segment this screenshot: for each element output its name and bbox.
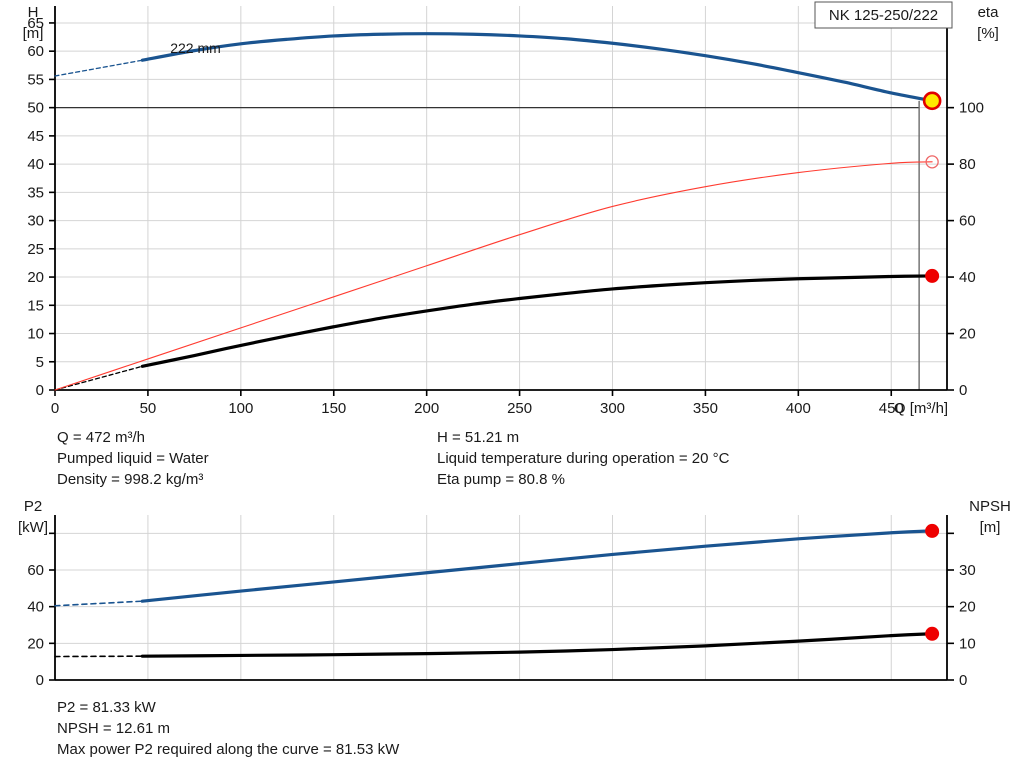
y-tick-label-left: 25: [27, 241, 44, 258]
duty-point-marker[interactable]: [922, 91, 942, 111]
y-tick-label-left: 40: [27, 156, 44, 173]
y-tick-label-left: 5: [36, 354, 44, 371]
x-tick-label: 400: [786, 400, 811, 417]
y-tick-label-left: 0: [36, 382, 44, 399]
info-p2: P2 = 81.33 kW: [57, 699, 156, 716]
y-tick-label-right: 20: [959, 599, 976, 616]
labels: 0 5 10 15 20 25 30 35 40 45 50 55 60 65 0 20 40 60 80 100 0 5…: [23, 1, 1000, 417]
y-tick-label-left: 45: [27, 128, 44, 145]
y-tick-label-right: 30: [959, 562, 976, 579]
y-tick-label-left: 20: [27, 269, 44, 286]
power-info: P2 = 81.33 kW NPSH = 12.61 m Max power P…: [57, 697, 399, 760]
legend-box: [814, 1, 953, 29]
info-pumped-liquid: Pumped liquid = Water: [57, 450, 209, 467]
labels: 0 20 40 60 0 10 20 30 P2 [kW] NPSH [m]: [18, 498, 1011, 689]
endpoint-marker[interactable]: [925, 626, 940, 641]
y-tick-label-left: 0: [36, 672, 44, 689]
x-tick-label: 300: [600, 400, 625, 417]
eta-duty-point-marker[interactable]: [925, 155, 939, 169]
y-tick-label-right: 100: [959, 100, 984, 117]
y-tick-label-left: 40: [27, 599, 44, 616]
curve-path: [54, 59, 143, 77]
y-tick-label-right: 0: [959, 382, 967, 399]
x-tick-label: 150: [321, 400, 346, 417]
y-tick-label-left: 60: [27, 43, 44, 60]
y-tick-label-right: 20: [959, 326, 976, 343]
pump-model-label: NK 125-250/222: [829, 7, 938, 24]
curve-path: [140, 632, 934, 658]
curve-path: [140, 32, 934, 103]
operating-info-right: H = 51.21 m Liquid temperature during op…: [437, 427, 729, 490]
operating-info-left: Q = 472 m³/h Pumped liquid = Water Densi…: [57, 427, 209, 490]
y-tick-label-left: 10: [27, 326, 44, 343]
curve-path: [54, 365, 143, 391]
x-tick-label: 250: [507, 400, 532, 417]
curve-path: [140, 274, 934, 368]
y-axis-title-power: P2: [24, 498, 42, 515]
x-tick-label: 100: [228, 400, 253, 417]
x-axis-title: Q [m³/h]: [894, 400, 948, 417]
y-axis-unit-head: [m]: [23, 25, 44, 42]
head-efficiency-chart: 0 5 10 15 20 25 30 35 40 45 50 55 60 65 0 20 40 60 80 100 0 5…: [23, 1, 1000, 417]
info-flow: Q = 472 m³/h: [57, 429, 145, 446]
x-tick-label: 350: [693, 400, 718, 417]
axes: [49, 6, 954, 396]
y-tick-label-left: 15: [27, 297, 44, 314]
curve-path: [140, 529, 934, 603]
curves: [54, 529, 934, 658]
y-axis-title-npsh: NPSH: [969, 498, 1011, 515]
y-tick-label-right: 0: [959, 672, 967, 689]
y-tick-label-right: 10: [959, 635, 976, 652]
y-tick-label-left: 60: [27, 562, 44, 579]
y-tick-label-left: 35: [27, 184, 44, 201]
y-axis-title-head: H: [28, 4, 39, 21]
info-npsh: NPSH = 12.61 m: [57, 720, 170, 737]
y-axis-unit-power: [kW]: [18, 519, 48, 536]
markers: [925, 523, 940, 641]
y-tick-label-right: 80: [959, 156, 976, 173]
info-head: H = 51.21 m: [437, 429, 520, 446]
y-axis-unit-npsh: [m]: [980, 519, 1001, 536]
x-tick-label: 200: [414, 400, 439, 417]
curve-path: [54, 161, 933, 391]
y-tick-label-left: 30: [27, 213, 44, 230]
markers: [922, 91, 942, 283]
info-temperature: Liquid temperature during operation = 20…: [437, 450, 730, 467]
y-tick-label-left: 50: [27, 100, 44, 117]
grid-lines: [55, 6, 947, 391]
curves: [54, 32, 934, 391]
x-tick-label: 450: [879, 400, 904, 417]
y-tick-label-right: 40: [959, 269, 976, 286]
y-axis-title-eta: eta: [978, 4, 1000, 21]
axes: [49, 515, 954, 681]
power-npsh-chart: 0 20 40 60 0 10 20 30 P2 [kW] NPSH [m]: [0, 495, 1024, 695]
y-tick-label-left: 55: [27, 71, 44, 88]
impeller-size-label: 222 mm: [170, 40, 221, 56]
y-tick-label-left: 65: [27, 15, 44, 32]
y-tick-label-right: 60: [959, 213, 976, 230]
x-tick-label: 50: [140, 400, 157, 417]
y-tick-label-left: 20: [27, 635, 44, 652]
x-tick-label: 0: [51, 400, 59, 417]
info-eta-pump: Eta pump = 80.8 %: [437, 471, 565, 488]
endpoint-marker[interactable]: [925, 268, 940, 283]
curve-path: [54, 600, 144, 607]
info-density: Density = 998.2 kg/m³: [57, 471, 204, 488]
endpoint-marker[interactable]: [925, 523, 940, 538]
y-axis-unit-eta: [%]: [977, 25, 999, 42]
info-max-power: Max power P2 required along the curve = …: [57, 741, 400, 758]
